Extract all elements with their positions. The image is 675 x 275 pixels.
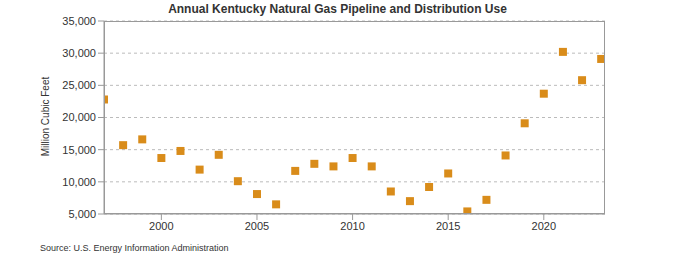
svg-text:15,000: 15,000 (62, 144, 96, 156)
svg-text:25,000: 25,000 (62, 79, 96, 91)
svg-text:2000: 2000 (149, 220, 173, 232)
svg-text:10,000: 10,000 (62, 176, 96, 188)
svg-text:5,000: 5,000 (68, 208, 96, 220)
svg-text:35,000: 35,000 (62, 15, 96, 27)
svg-text:20,000: 20,000 (62, 111, 96, 123)
html-text:Annual Kentucky Natural Gas Pi: Annual Kentucky Natural Gas Pipeline and… (168, 2, 507, 16)
svg-text:2020: 2020 (532, 220, 556, 232)
svg-text:2015: 2015 (436, 220, 460, 232)
svg-text:2005: 2005 (245, 220, 269, 232)
html-text:Source: U.S. Energy Informatio: Source: U.S. Energy Information Administ… (40, 243, 229, 253)
html-text:Million Cubic Feet: Million Cubic Feet (39, 76, 51, 156)
svg-text:2010: 2010 (340, 220, 364, 232)
svg-text:30,000: 30,000 (62, 47, 96, 59)
